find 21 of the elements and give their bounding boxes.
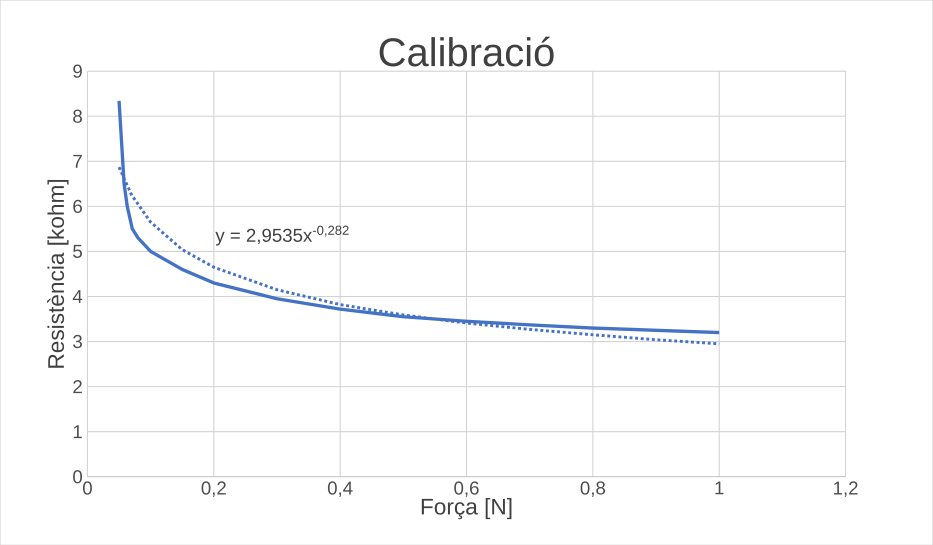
annotation: y = 2,9535x$^{-0,282}$ <box>215 226 349 246</box>
x-tick-label: 0,4 <box>328 481 353 497</box>
y-tick-label: 0 <box>73 470 82 484</box>
x-tick-label: 0 <box>82 481 92 495</box>
x-tick-label: 1,2 <box>834 481 858 497</box>
chart-title: Calibració <box>380 36 554 66</box>
y-tick-label: 7 <box>73 154 82 168</box>
y-tick-label: 3 <box>73 334 82 348</box>
y-tick-label: 1 <box>74 425 82 438</box>
x-tick-label: 0,8 <box>580 481 606 497</box>
x-tick-label: 0,2 <box>202 481 226 497</box>
y-tick-label: 6 <box>73 200 82 213</box>
y-tick-label: 2 <box>73 380 82 394</box>
y-tick-label: 5 <box>73 244 82 258</box>
y-tick-label: 4 <box>72 290 82 303</box>
x-tick-label: 1 <box>715 481 724 494</box>
y-axis-title: Resistència [kohm] <box>47 180 69 368</box>
y-tick-label: 9 <box>73 64 82 78</box>
x-tick-label: 0,6 <box>454 481 479 497</box>
x-axis-title: Força [N] <box>422 498 512 520</box>
y-tick-label: 8 <box>73 110 82 123</box>
